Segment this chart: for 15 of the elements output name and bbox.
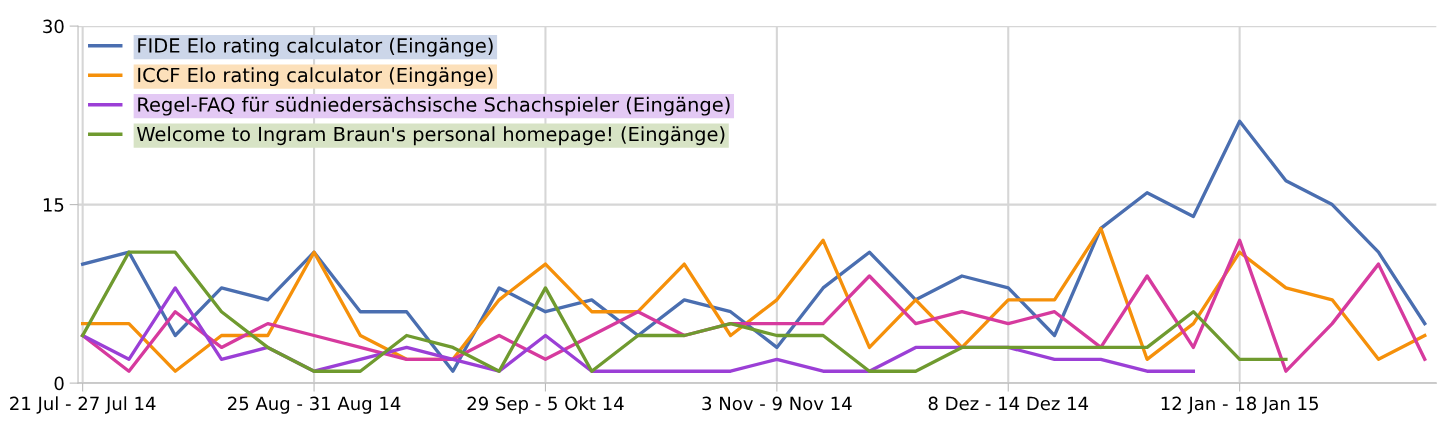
legend-label: ICCF Elo rating calculator (Eingänge)	[138, 67, 493, 87]
x-tick-label: 8 Dez - 14 Dez 14	[928, 396, 1089, 411]
y-tick-label: 15	[43, 198, 64, 212]
legend-label: Regel-FAQ für südniedersächsische Schachspieler (Eingänge)	[138, 96, 730, 116]
x-tick-label: 12 Jan - 18 Jan 15	[1161, 396, 1318, 414]
legend-label: FIDE Elo rating calculator (Eingänge)	[138, 37, 493, 57]
x-tick-label: 29 Sep - 5 Okt 14	[467, 396, 624, 414]
line-series	[80, 250, 1288, 373]
y-tick-label: 0	[54, 376, 64, 391]
y-tick-label: 30	[43, 19, 64, 34]
x-tick-label: 3 Nov - 9 Nov 14	[702, 396, 852, 411]
x-tick-label: 25 Aug - 31 Aug 14	[228, 396, 401, 414]
x-tick-label: 21 Jul - 27 Jul 14	[10, 396, 156, 414]
line-series	[80, 119, 1427, 373]
legend-label: Welcome to Ingram Braun's personal homepage! (Eingänge)	[137, 126, 725, 146]
